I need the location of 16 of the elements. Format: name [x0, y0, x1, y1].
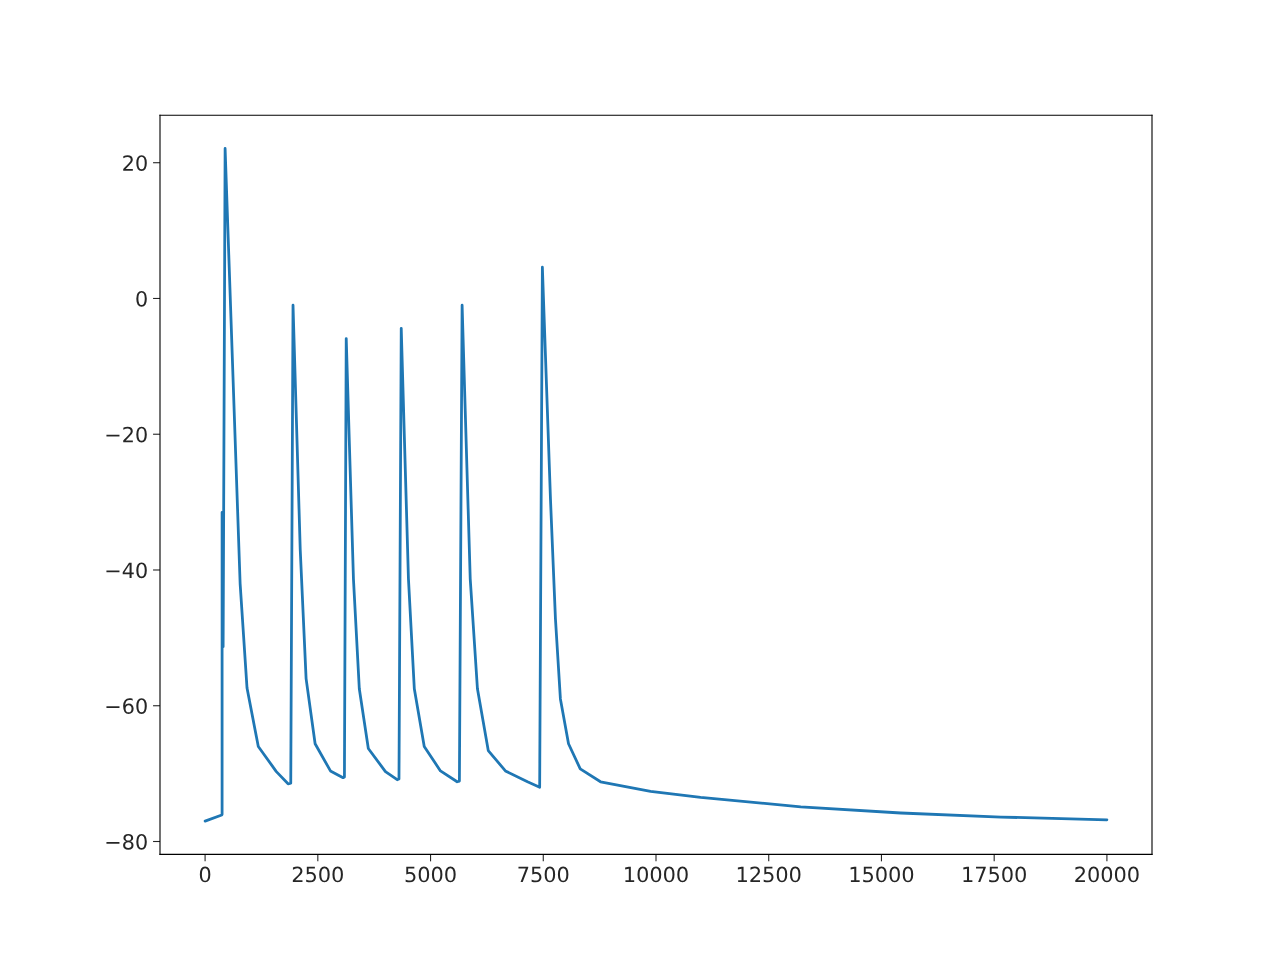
x-tick-label: 10000: [625, 866, 688, 883]
x-tick-label: 2500: [292, 866, 343, 883]
x-tick-label: 5000: [405, 866, 456, 883]
x-tick-label: 15000: [850, 866, 914, 883]
y-tick-label: −80: [106, 833, 147, 850]
y-tick-label: −40: [106, 562, 147, 579]
y-tick-label: −20: [106, 426, 147, 443]
y-tick-label: −60: [106, 698, 147, 714]
line-series: [203, 147, 1109, 823]
y-tick-label: 0: [136, 290, 147, 307]
x-tick-label: 12500: [737, 866, 801, 883]
x-tick-label: 0: [199, 866, 211, 883]
x-tick-label: 20000: [1075, 866, 1139, 883]
x-tick-label: 7500: [518, 866, 569, 883]
x-tick-label: 17500: [963, 866, 1026, 883]
y-tick-label: 20: [123, 155, 147, 171]
